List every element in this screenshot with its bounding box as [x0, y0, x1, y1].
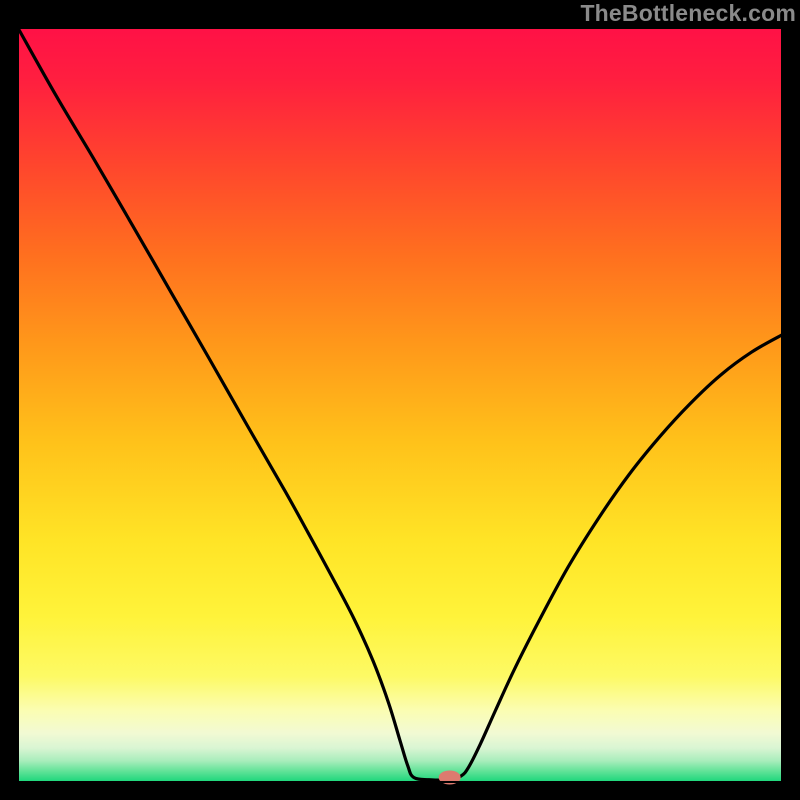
watermark-text: TheBottleneck.com: [580, 0, 796, 27]
plot-background: [18, 28, 782, 782]
bottleneck-chart: [0, 0, 800, 800]
chart-stage: TheBottleneck.com: [0, 0, 800, 800]
